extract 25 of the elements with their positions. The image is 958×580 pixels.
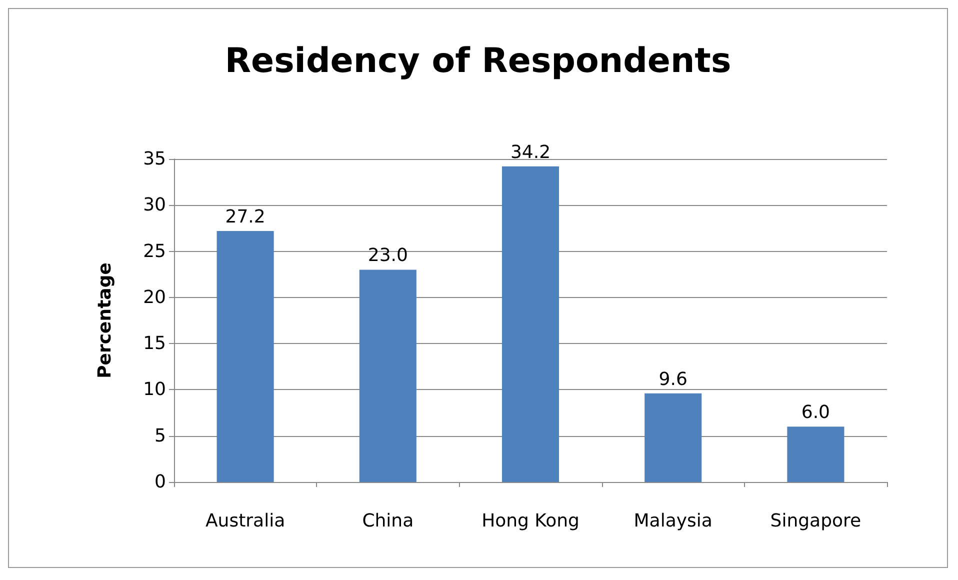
bar [787, 426, 844, 482]
data-label: 23.0 [368, 245, 408, 266]
y-tick-label: 15 [143, 333, 166, 354]
x-tick-label: China [362, 510, 414, 532]
y-tick-label: 5 [154, 425, 166, 446]
y-tick-label: 10 [143, 379, 166, 400]
data-label: 27.2 [225, 206, 266, 228]
chart-title: Residency of Respondents [224, 41, 732, 81]
bar [216, 230, 274, 482]
data-label: 34.2 [510, 142, 551, 163]
data-label: 9.6 [658, 368, 688, 390]
x-tick-label: Hong Kong [482, 510, 580, 532]
data-label: 6.0 [801, 402, 830, 424]
x-tick-label: Singapore [770, 510, 862, 532]
y-tick-label: 25 [143, 240, 166, 262]
x-tick-label: Australia [205, 510, 286, 532]
y-tick-label: 0 [154, 472, 166, 492]
bar [502, 166, 560, 482]
y-tick-label: 30 [143, 194, 166, 216]
bar [644, 393, 702, 482]
bar [359, 270, 416, 482]
y-tick-label: 20 [143, 286, 166, 308]
x-tick-label: Malaysia [634, 510, 712, 532]
y-axis-title: Percentage [94, 262, 116, 378]
y-tick-label: 35 [143, 148, 166, 170]
